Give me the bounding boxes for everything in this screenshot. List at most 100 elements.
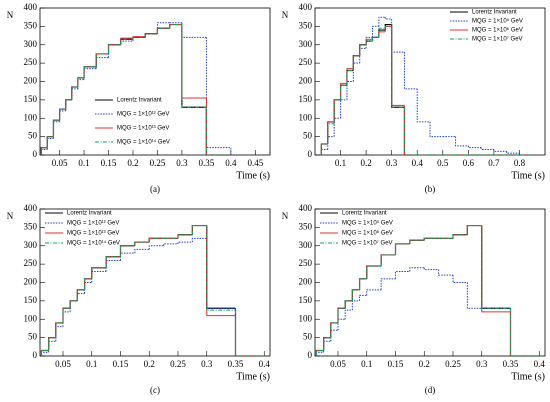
- x-tick-label: 0.3: [476, 359, 488, 369]
- histogram-bin: [315, 349, 324, 356]
- y-tick-label: 50: [28, 131, 38, 141]
- legend-label: MQG = 1×10⁵ GeV: [472, 18, 523, 25]
- histogram-bin: [391, 19, 405, 53]
- histogram-bin: [330, 322, 338, 338]
- histogram-bin: [191, 225, 207, 235]
- histogram-bin: [105, 259, 121, 272]
- x-tick-label: 0.1: [361, 359, 372, 369]
- histogram-bin: [351, 300, 360, 311]
- histogram-bin: [380, 254, 396, 266]
- histogram-bin: [480, 147, 494, 150]
- histogram-bin: [409, 239, 425, 244]
- y-tick-label: 250: [24, 258, 38, 268]
- y-tick-label: 100: [299, 112, 313, 122]
- x-axis-label: Time (s): [236, 371, 270, 382]
- histogram-bin: [337, 307, 346, 323]
- histogram-bin: [378, 31, 386, 38]
- histogram-bin: [69, 300, 78, 309]
- plot-frame: [39, 7, 271, 156]
- histogram-bin: [359, 278, 367, 290]
- histogram-bin: [384, 17, 392, 20]
- histogram-bin: [40, 147, 48, 155]
- histogram-bin: [359, 44, 367, 56]
- histogram-bin: [327, 121, 335, 144]
- histogram-bin: [108, 44, 121, 54]
- histogram-bin: [429, 121, 443, 138]
- legend-label: MQG = 1×10⁶ GeV: [342, 230, 393, 237]
- y-tick-label: 150: [299, 94, 313, 104]
- y-tick-label: 400: [299, 2, 313, 12]
- x-tick-label: 0.15: [113, 359, 129, 369]
- histogram-bin: [358, 278, 367, 290]
- histogram-bin: [71, 86, 78, 100]
- x-tick-label: 0.25: [170, 359, 186, 369]
- x-tick-label: 0.45: [247, 158, 263, 168]
- histogram-bin: [132, 36, 146, 40]
- histogram-bin: [148, 237, 164, 243]
- histogram-bin: [372, 25, 379, 38]
- y-tick-label: 100: [24, 112, 38, 122]
- histogram-bin: [46, 137, 54, 150]
- histogram-bin: [177, 234, 193, 239]
- histogram-bin: [409, 239, 425, 244]
- histogram-bin: [395, 243, 410, 255]
- histogram-bin: [359, 294, 367, 301]
- histogram-bin: [148, 237, 164, 243]
- histogram-bin: [452, 234, 468, 239]
- y-tick-label: 0: [308, 350, 313, 360]
- histogram-bin: [84, 282, 92, 294]
- y-tick-label: 200: [299, 76, 313, 86]
- legend-label: MQG = 1×10¹³ GeV: [117, 126, 169, 132]
- legend-label: MQG = 1×10¹² GeV: [67, 221, 119, 227]
- histogram-bin: [77, 77, 85, 88]
- histogram-bin: [351, 289, 360, 301]
- y-axis-label: N: [7, 10, 14, 20]
- histogram-bin: [156, 27, 170, 34]
- histogram-bin: [62, 307, 71, 323]
- histogram-bin: [337, 318, 346, 331]
- histogram-bin: [366, 265, 382, 279]
- legend-label: MQG = 1×10⁷ GeV: [472, 36, 523, 43]
- histogram-bin: [509, 308, 540, 357]
- histogram-bin: [144, 33, 158, 38]
- histogram-bin: [344, 300, 353, 309]
- histogram-bin: [52, 121, 60, 139]
- histogram-bin: [365, 40, 373, 45]
- histogram-bin: [359, 278, 367, 290]
- y-tick-label: 350: [24, 20, 38, 30]
- histogram-bin: [351, 289, 360, 301]
- histogram-bin: [346, 69, 354, 86]
- histogram-bin: [351, 289, 360, 301]
- histogram-bin: [365, 40, 373, 45]
- histogram-bin: [403, 107, 418, 156]
- histogram-bin: [333, 99, 341, 124]
- histogram-bin: [340, 99, 347, 119]
- histogram-bin: [134, 241, 150, 246]
- histogram-bin: [205, 107, 231, 156]
- x-tick-label: 0.6: [463, 158, 475, 168]
- histogram-bin: [144, 33, 158, 38]
- histogram-bin: [452, 234, 468, 239]
- histogram-bin: [352, 62, 360, 82]
- histogram-bin: [108, 44, 121, 58]
- legend-label: Lorentz Invariant: [67, 211, 112, 217]
- y-tick-label: 300: [24, 39, 38, 49]
- histogram-bin: [55, 326, 63, 342]
- histogram-bin: [366, 265, 382, 279]
- histogram-bin: [134, 248, 150, 254]
- histogram-bin: [466, 282, 482, 309]
- caption: (c): [150, 385, 160, 395]
- x-tick-label: 0.4: [225, 158, 237, 168]
- y-tick-label: 250: [299, 258, 313, 268]
- histogram-bin: [156, 27, 170, 34]
- legend-label: Lorentz Invariant: [117, 98, 162, 104]
- histogram-bin: [346, 68, 354, 84]
- histogram-bin: [91, 267, 107, 279]
- histogram-bin: [91, 270, 107, 283]
- y-tick-label: 350: [24, 221, 38, 231]
- histogram-bin: [52, 119, 60, 137]
- y-tick-label: 150: [24, 295, 38, 305]
- histogram-bin: [120, 245, 135, 257]
- x-tick-label: 0.2: [419, 359, 430, 369]
